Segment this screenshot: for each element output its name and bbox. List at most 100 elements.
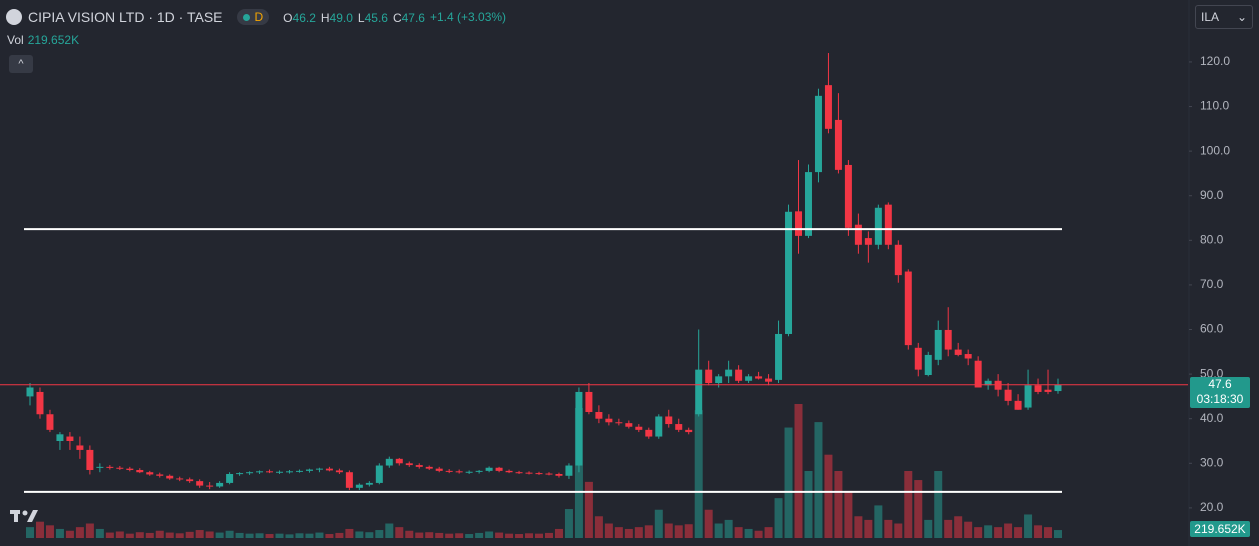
candle-body bbox=[196, 481, 204, 486]
candle-body bbox=[874, 207, 882, 245]
candle-body bbox=[455, 471, 463, 473]
candle-body bbox=[685, 429, 693, 433]
volume-bar bbox=[525, 533, 534, 538]
symbol-icon bbox=[6, 9, 22, 25]
candle-body bbox=[216, 482, 224, 487]
candle-body bbox=[475, 470, 483, 472]
candle-body bbox=[166, 475, 174, 479]
volume-bar bbox=[335, 532, 344, 538]
candle-body bbox=[335, 470, 343, 473]
ohlc-label: H bbox=[320, 11, 330, 25]
volume-bar bbox=[425, 532, 434, 538]
collapse-button[interactable]: ^ bbox=[9, 55, 33, 73]
volume-bar bbox=[544, 532, 553, 538]
y-tick-label: 40.0 bbox=[1200, 411, 1224, 425]
candle-body bbox=[425, 466, 433, 469]
volume-bar bbox=[594, 516, 603, 538]
volume-bar bbox=[774, 498, 783, 538]
y-tick-label: 80.0 bbox=[1200, 232, 1224, 246]
candle-body bbox=[814, 95, 822, 173]
volume-bar bbox=[974, 527, 983, 538]
candle-body bbox=[86, 449, 94, 470]
candle-body bbox=[864, 238, 872, 245]
volume-bar bbox=[674, 525, 683, 538]
currency-select[interactable]: ILA ⌄ bbox=[1195, 5, 1253, 29]
ohlc-label: O bbox=[283, 11, 293, 25]
volume-bar bbox=[405, 530, 414, 538]
y-tick-label: 110.0 bbox=[1200, 99, 1229, 113]
volume-bar bbox=[185, 531, 194, 538]
candle-body bbox=[106, 466, 114, 468]
volume-bar bbox=[784, 427, 793, 538]
candle-body bbox=[635, 426, 643, 430]
volume-bar bbox=[415, 532, 424, 538]
candle-body bbox=[385, 458, 393, 466]
volume-bar bbox=[445, 533, 454, 538]
candle-body bbox=[844, 164, 852, 228]
y-tick-label: 90.0 bbox=[1200, 188, 1224, 202]
countdown: 03:18:30 bbox=[1196, 392, 1244, 406]
volume-bar bbox=[1034, 525, 1043, 538]
volume-bar bbox=[85, 523, 94, 538]
volume-bar bbox=[904, 471, 913, 538]
candle-body bbox=[515, 472, 523, 474]
candle-body bbox=[485, 467, 493, 471]
volume-bar bbox=[984, 525, 993, 538]
volume-bar bbox=[105, 532, 114, 538]
ohlc-item: C47.6 bbox=[393, 11, 425, 25]
ohlc-value: 46.2 bbox=[292, 11, 316, 25]
candle-body bbox=[745, 376, 753, 381]
volume-bar bbox=[554, 528, 563, 538]
symbol-title[interactable]: CIPIA VISION LTD · 1D · TASE bbox=[28, 9, 223, 25]
volume-bar bbox=[35, 521, 44, 538]
volume-bar bbox=[1014, 527, 1023, 538]
candle-body bbox=[116, 467, 124, 469]
market-status[interactable]: D bbox=[236, 9, 270, 25]
price: 47.6 bbox=[1208, 377, 1232, 391]
candle-body bbox=[984, 380, 992, 386]
candle-body bbox=[665, 416, 673, 425]
candle-body bbox=[465, 471, 473, 473]
volume-bar bbox=[694, 410, 703, 538]
candle-body bbox=[365, 482, 373, 485]
candle-body bbox=[285, 471, 293, 473]
volume-bar bbox=[874, 505, 883, 538]
volume-bar bbox=[814, 422, 823, 538]
ohlc-label: C bbox=[392, 11, 402, 25]
ohlc: O46.2 H49.0 L45.6 C47.6 bbox=[283, 9, 430, 25]
volume-bar bbox=[245, 533, 254, 538]
volume-bar bbox=[495, 532, 504, 538]
candle-body bbox=[405, 463, 413, 466]
vol-value: 219.652K bbox=[27, 33, 80, 47]
ohlc-value: 49.0 bbox=[329, 11, 353, 25]
candle-body bbox=[715, 376, 723, 384]
volume-bar bbox=[125, 533, 134, 538]
candle-body bbox=[725, 369, 733, 377]
candle-body bbox=[345, 472, 353, 488]
volume-bar bbox=[994, 527, 1003, 538]
volume-bar bbox=[584, 481, 593, 538]
candle-body bbox=[545, 473, 553, 475]
volume-bar bbox=[564, 509, 573, 538]
candle-body bbox=[705, 369, 713, 384]
candle-body bbox=[944, 329, 952, 350]
candle-body bbox=[824, 85, 832, 129]
volume-bar bbox=[684, 524, 693, 538]
candle-layer bbox=[0, 53, 1188, 493]
volume-bar bbox=[505, 533, 514, 538]
candle-body bbox=[695, 369, 703, 415]
y-tick-label: 30.0 bbox=[1200, 455, 1224, 469]
volume-bar bbox=[574, 407, 583, 538]
volume-bar bbox=[195, 530, 204, 538]
volume-bar bbox=[395, 527, 404, 538]
candle-body bbox=[974, 360, 982, 388]
candle-body bbox=[76, 445, 84, 450]
volume-bar bbox=[165, 532, 174, 538]
volume-bar bbox=[275, 533, 284, 538]
candle-body bbox=[934, 329, 942, 360]
candle-body bbox=[914, 347, 922, 370]
candle-body bbox=[585, 391, 593, 413]
volume-bar bbox=[265, 534, 274, 538]
volume-bar bbox=[744, 528, 753, 538]
volume-bar bbox=[455, 533, 464, 538]
